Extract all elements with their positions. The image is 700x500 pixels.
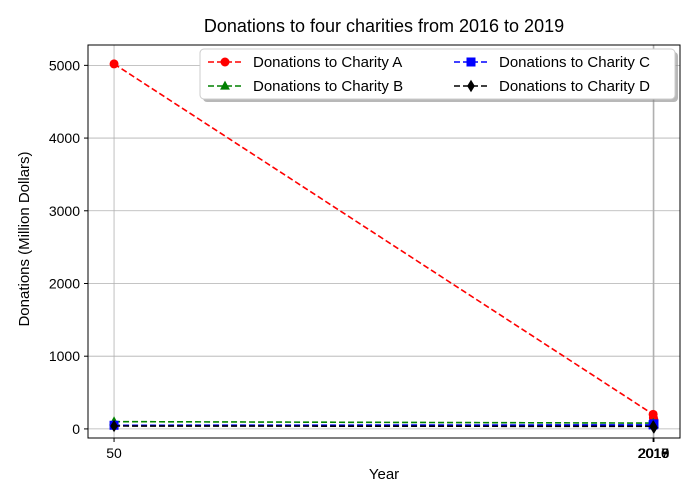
legend-label: Donations to Charity A [253, 54, 402, 71]
chart-title: Donations to four charities from 2016 to… [204, 16, 564, 36]
series-d [110, 419, 658, 434]
data-point [466, 57, 476, 67]
legend-label: Donations to Charity C [499, 54, 650, 71]
series-a [109, 59, 659, 426]
x-tick-label: 2019 [638, 445, 669, 461]
y-axis-label: Donations (Million Dollars) [16, 151, 33, 326]
legend-item: Donations to Charity D [454, 78, 650, 95]
x-tick-label: 2016 [638, 445, 669, 461]
data-point [109, 59, 119, 69]
plot-series [109, 59, 659, 434]
y-tick-label: 4000 [49, 130, 80, 146]
data-point [650, 421, 658, 434]
y-tick-label: 3000 [49, 203, 80, 219]
legend-item: Donations to Charity B [208, 78, 403, 95]
legend-item: Donations to Charity C [454, 54, 650, 71]
x-tick-label: 2018 [638, 445, 669, 461]
series-c [109, 419, 659, 430]
data-point [467, 79, 475, 93]
series-line [114, 420, 655, 426]
data-point [220, 80, 230, 90]
plot-frame [87, 44, 681, 439]
y-tick-label: 1000 [49, 348, 80, 364]
legend-box [199, 48, 676, 100]
series-line [113, 63, 655, 422]
series-line [114, 423, 655, 427]
legend-label: Donations to Charity D [499, 78, 650, 95]
x-axis-label: Year [369, 466, 399, 483]
x-tick-label: 50 [106, 445, 122, 461]
y-tick-label: 2000 [49, 275, 80, 291]
legend: Donations to Charity A Donations to Chari… [199, 48, 678, 102]
legend-label: Donations to Charity B [253, 78, 403, 95]
data-point [220, 57, 230, 67]
x-tick-label: 2017 [638, 445, 669, 461]
data-point [110, 419, 118, 433]
y-tick-label: 5000 [49, 57, 80, 73]
legend-item: Donations to Charity A [208, 54, 402, 71]
y-tick-label: 0 [72, 421, 80, 437]
series-line [114, 425, 655, 428]
